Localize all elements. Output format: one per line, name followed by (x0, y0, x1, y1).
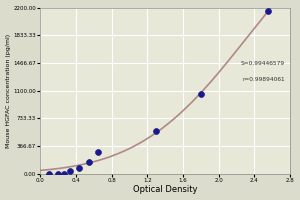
Point (76, 167, 81, 170)
Point (62, 172, 67, 175)
Point (47, 172, 52, 175)
Point (67, 170, 72, 173)
Point (87, 161, 92, 164)
X-axis label: Optical Density: Optical Density (133, 185, 197, 194)
Text: S=0.99446579: S=0.99446579 (241, 61, 285, 66)
Point (198, 93, 203, 96)
Point (96, 151, 100, 154)
Text: r=0.99894061: r=0.99894061 (242, 77, 285, 82)
Y-axis label: Mouse HGFAC concentration (pg/ml): Mouse HGFAC concentration (pg/ml) (6, 33, 10, 148)
Point (266, 10, 270, 13)
Point (154, 130, 159, 133)
Point (56, 172, 61, 175)
